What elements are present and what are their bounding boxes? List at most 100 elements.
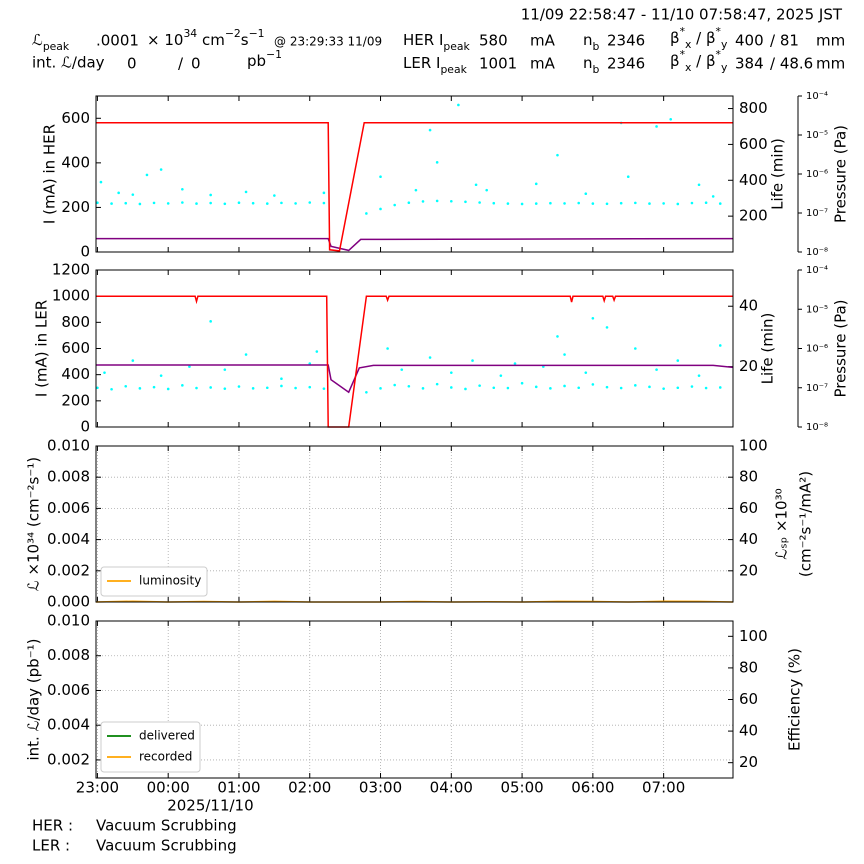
series-point: [534, 202, 538, 205]
y-tick-label: 0.000: [47, 593, 90, 611]
footer-ring: HER :: [32, 817, 73, 835]
series-point: [662, 387, 665, 390]
ring-beta-label-part: / β: [691, 29, 715, 47]
series-point: [110, 202, 113, 205]
plot-frame: [95, 95, 734, 253]
y-tick-label: 1000: [52, 287, 90, 305]
series-point: [556, 335, 559, 338]
timestamp: 11/09 22:58:47 - 11/10 07:58:47, 2025 JS…: [521, 6, 843, 24]
series-point: [676, 386, 680, 390]
series-point: [379, 207, 382, 211]
ring-beta-label-part: x: [685, 38, 692, 51]
series-point: [393, 203, 396, 207]
series-point: [237, 201, 241, 204]
series-point: [478, 384, 481, 387]
series-point: [697, 374, 701, 377]
series-point: [280, 377, 283, 380]
series-point: [265, 202, 269, 205]
series-point: [308, 385, 312, 389]
series-point: [662, 202, 665, 205]
series-point: [584, 192, 588, 196]
y2-tick-label: 400: [739, 171, 768, 189]
series-point: [209, 201, 212, 205]
ring-beta-label-part: x: [685, 61, 692, 74]
ring-ipeak: 580: [479, 32, 508, 50]
ring-label-part: HER I: [403, 31, 443, 49]
series-line: [96, 364, 734, 394]
ring-beta-x: 384: [735, 55, 764, 73]
series-point: [131, 193, 135, 196]
series-point: [435, 382, 439, 386]
series-point: [655, 125, 658, 128]
ring-nb-label-part: n: [583, 31, 593, 49]
series-point: [464, 200, 467, 204]
series-point: [421, 387, 425, 390]
y2-tick-label: 60: [739, 499, 758, 517]
y-tick-label: 400: [61, 365, 90, 383]
series-point: [520, 202, 524, 206]
intl-unit: pb−1: [247, 48, 282, 70]
y-tick-label: 800: [61, 313, 90, 331]
y2-tick-label: 800: [739, 99, 768, 117]
y2-tick-label: 20: [739, 357, 758, 375]
series-point: [124, 384, 128, 388]
ring-label: HER Ipeak: [403, 31, 470, 53]
lpeak-unit-part: s: [241, 31, 249, 49]
y2-tick-label: 40: [739, 530, 758, 548]
x-tick-label: 23:00: [76, 779, 119, 797]
y2-tick-label: 20: [739, 753, 758, 771]
y2-tick-label: 40: [739, 297, 758, 315]
x-tick-label: 03:00: [359, 779, 402, 797]
series-point: [474, 183, 478, 187]
series-point: [435, 161, 439, 164]
y-tick-label: 0.006: [47, 499, 90, 517]
series-line: [96, 121, 733, 252]
y3-tick-label: 10⁻⁵: [806, 130, 828, 141]
series-point: [619, 201, 623, 205]
ring-ipeak: 1001: [479, 55, 517, 73]
y-tick-label: 0.002: [47, 750, 90, 768]
series-point: [428, 128, 432, 132]
series-point: [697, 183, 701, 187]
series-point: [322, 387, 326, 390]
intl-sep: /: [178, 55, 184, 73]
y2-tick-label: 200: [739, 207, 768, 225]
lpeak-unit-part: −1: [249, 27, 265, 40]
y3-tick-label: 10⁻⁴: [806, 91, 828, 102]
series-point: [386, 347, 389, 350]
plot-frame: [95, 445, 734, 603]
ring-nb: 2346: [607, 32, 645, 50]
y-tick-label: 0.010: [47, 612, 90, 630]
series-point: [534, 182, 538, 186]
series-point: [294, 386, 297, 390]
lpeak-label-part: ℒ: [32, 31, 43, 49]
lpeak-label-part: peak: [43, 40, 70, 53]
y3-axis-label: Pressure (Pa): [832, 125, 850, 223]
series-point: [152, 385, 156, 389]
series-point: [619, 386, 623, 390]
ring-ipeak-unit: mA: [530, 55, 556, 73]
series-point: [145, 173, 149, 177]
x-tick-label: 00:00: [147, 779, 190, 797]
ring-label-part: peak: [440, 63, 467, 76]
series-point: [365, 390, 368, 394]
y-tick-label: 0.006: [47, 681, 90, 699]
lpeak-unit-part: −2: [225, 27, 241, 40]
plot-frame: [95, 269, 734, 428]
series-point: [556, 153, 559, 157]
series-point: [414, 188, 418, 192]
series-point: [244, 190, 248, 194]
series-point: [315, 350, 319, 353]
series-point: [655, 368, 658, 371]
y-axis-label: ℒ ×10³⁴ (cm⁻²s⁻¹): [25, 457, 43, 591]
y3-tick-label: 10⁻⁷: [806, 383, 828, 394]
series-point: [450, 199, 453, 203]
series-point: [577, 201, 581, 205]
ring-nb-label-part: n: [583, 54, 593, 72]
lpeak-unit: × 1034 cm−2s−1: [147, 27, 265, 49]
series-point: [485, 188, 488, 192]
series-point: [478, 201, 481, 204]
lpeak-value: .0001: [96, 32, 139, 50]
series-point: [718, 386, 722, 389]
series-point: [450, 371, 453, 374]
